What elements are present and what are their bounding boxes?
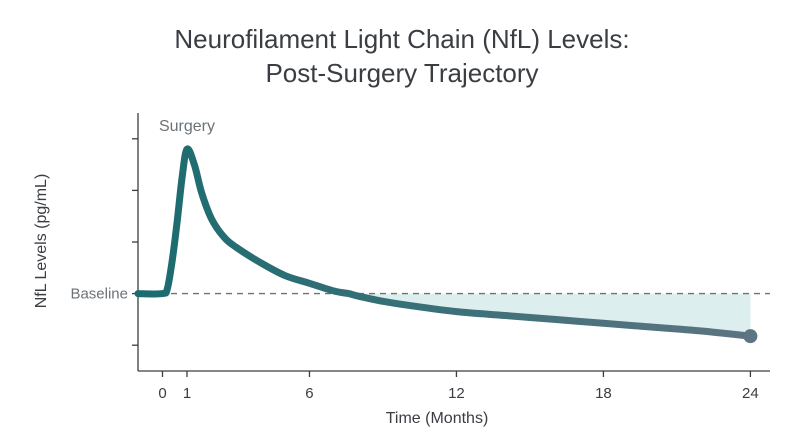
nfl-series-line — [134, 145, 754, 340]
endpoint-marker — [743, 329, 758, 344]
x-tick-label: 0 — [158, 385, 166, 402]
chart-title-line-2: Post-Surgery Trajectory — [265, 58, 538, 88]
x-tick-label: 24 — [742, 385, 759, 402]
chart-title-line-1: Neurofilament Light Chain (NfL) Levels: — [174, 24, 629, 54]
y-axis-label: NfL Levels (pg/mL) — [33, 174, 50, 309]
baseline-label: Baseline — [70, 286, 128, 303]
line-layer — [134, 145, 758, 344]
surgery-annotation: Surgery — [159, 118, 215, 135]
x-axis-label: Time (Months) — [386, 410, 489, 427]
x-tick-label: 1 — [183, 385, 191, 402]
x-tick-label: 12 — [448, 385, 465, 402]
x-tick-label: 6 — [305, 385, 313, 402]
x-tick-label: 18 — [595, 385, 612, 402]
label-layer: 0 1 6 12 18 24 Baseline Surgery — [70, 118, 758, 402]
